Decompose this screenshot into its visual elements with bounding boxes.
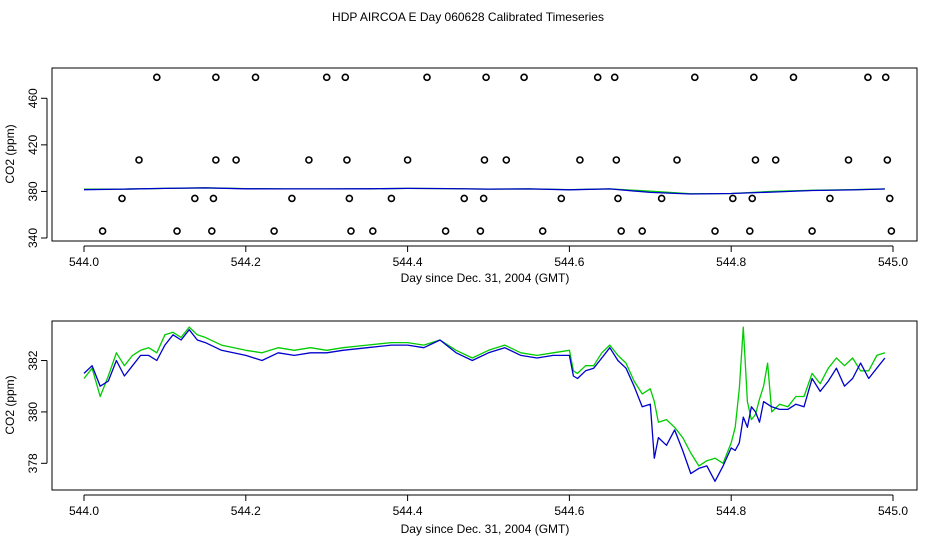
- calibration-points: [98, 73, 896, 235]
- calibration-point: [690, 73, 699, 82]
- calibration-point: [212, 73, 220, 82]
- calibration-point: [864, 73, 872, 82]
- calibration-point: [885, 194, 894, 203]
- series-line-blue: [83, 329, 886, 482]
- series-line-blue: [83, 187, 885, 195]
- calibration-point: [191, 194, 199, 203]
- plot-frame-top: [51, 67, 918, 242]
- calibration-point: [476, 227, 485, 235]
- calibration-point: [98, 227, 107, 235]
- calibration-point: [638, 227, 647, 235]
- y-tick-label: 380: [26, 181, 40, 201]
- calibration-point: [482, 73, 490, 82]
- x-tick-label: 544.2: [231, 255, 261, 269]
- calibration-point: [808, 227, 816, 235]
- x-tick-label: 545.0: [878, 504, 908, 518]
- calibration-point: [751, 156, 760, 164]
- x-tick-label: 544.4: [393, 504, 423, 518]
- x-tick-label: 544.2: [231, 504, 261, 518]
- x-tick-label: 544.6: [554, 255, 584, 269]
- calibration-point: [369, 227, 377, 235]
- x-tick-label: 544.4: [393, 255, 423, 269]
- calibration-point: [347, 227, 355, 235]
- calibration-point: [209, 194, 218, 203]
- calibration-point: [343, 156, 351, 164]
- calibration-point: [844, 156, 853, 164]
- x-tick-label: 544.6: [554, 504, 584, 518]
- calibration-point: [612, 156, 621, 164]
- calibration-point: [208, 227, 216, 235]
- y-tick-label: 380: [26, 402, 40, 422]
- x-axis-top: 544.0 544.2 544.4 544.6 544.8 545.0: [69, 245, 908, 269]
- calibration-point: [403, 156, 412, 164]
- calibration-point: [502, 156, 511, 164]
- calibration-point: [748, 194, 757, 203]
- x-axis-bottom: 544.0 544.2 544.4 544.6 544.8 545.0: [69, 494, 908, 518]
- x-axis-label-bottom: Day since Dec. 31, 2004 (GMT): [401, 522, 570, 536]
- calibration-point: [887, 227, 896, 235]
- calibration-point: [322, 73, 331, 82]
- calibration-point: [883, 156, 892, 164]
- calibration-point: [557, 194, 566, 203]
- calibration-point: [520, 73, 528, 82]
- calibration-point: [593, 73, 602, 82]
- calibration-point: [345, 194, 354, 203]
- calibration-point: [479, 194, 488, 203]
- chart-title: HDP AIRCOA E Day 060628 Calibrated Times…: [332, 10, 604, 24]
- x-axis-label-top: Day since Dec. 31, 2004 (GMT): [401, 271, 570, 285]
- y-axis-top: 340 380 420 460: [26, 88, 48, 248]
- series-line-green: [83, 326, 886, 467]
- calibration-point: [387, 194, 396, 203]
- calibration-point: [576, 156, 584, 164]
- x-tick-label: 544.0: [69, 255, 99, 269]
- calibration-point: [232, 156, 240, 164]
- plot-frame-bottom: [51, 320, 918, 491]
- calibration-point: [305, 156, 313, 164]
- calibration-point: [538, 227, 547, 235]
- y-tick-label: 382: [26, 350, 40, 370]
- calibration-point: [617, 227, 625, 235]
- panel-bottom: 544.0 544.2 544.4 544.6 544.8 545.0 378 380 382…: [3, 320, 918, 536]
- x-tick-label: 544.8: [716, 255, 746, 269]
- series-lines-top: [83, 187, 885, 195]
- y-tick-label: 378: [26, 453, 40, 473]
- calibration-point: [212, 156, 220, 164]
- calibration-point: [614, 194, 622, 203]
- calibration-point: [423, 73, 431, 82]
- calibration-point: [789, 73, 798, 82]
- calibration-point: [711, 227, 719, 235]
- calibration-point: [251, 73, 260, 82]
- calibration-point: [610, 73, 619, 82]
- calibration-point: [270, 227, 278, 235]
- series-lines-bottom: [83, 326, 886, 482]
- calibration-point: [881, 73, 890, 82]
- calibration-point: [288, 194, 296, 203]
- y-axis-label-top: CO2 (ppm): [3, 124, 17, 183]
- y-tick-label: 460: [26, 88, 40, 108]
- calibration-point: [771, 156, 780, 164]
- y-tick-label: 340: [26, 228, 40, 248]
- calibration-point: [341, 73, 350, 82]
- calibration-point: [460, 194, 469, 203]
- x-tick-label: 544.8: [716, 504, 746, 518]
- y-axis-bottom: 378 380 382: [26, 350, 48, 473]
- x-tick-label: 544.0: [69, 504, 99, 518]
- calibration-point: [135, 156, 143, 164]
- calibration-point: [118, 194, 126, 203]
- calibration-point: [480, 156, 489, 164]
- calibration-point: [173, 227, 181, 235]
- calibration-point: [750, 73, 758, 82]
- panel-top: 544.0 544.2 544.4 544.6 544.8 545.0 340 380 420…: [3, 67, 918, 285]
- y-axis-label-bottom: CO2 (ppm): [3, 375, 17, 434]
- y-tick-label: 420: [26, 135, 40, 155]
- calibration-point: [657, 194, 666, 203]
- calibration-point: [673, 156, 681, 164]
- x-tick-label: 545.0: [878, 255, 908, 269]
- calibration-point: [729, 194, 737, 203]
- calibration-point: [826, 194, 834, 203]
- calibration-point: [746, 227, 754, 235]
- calibration-point: [153, 73, 161, 82]
- calibration-point: [441, 227, 450, 235]
